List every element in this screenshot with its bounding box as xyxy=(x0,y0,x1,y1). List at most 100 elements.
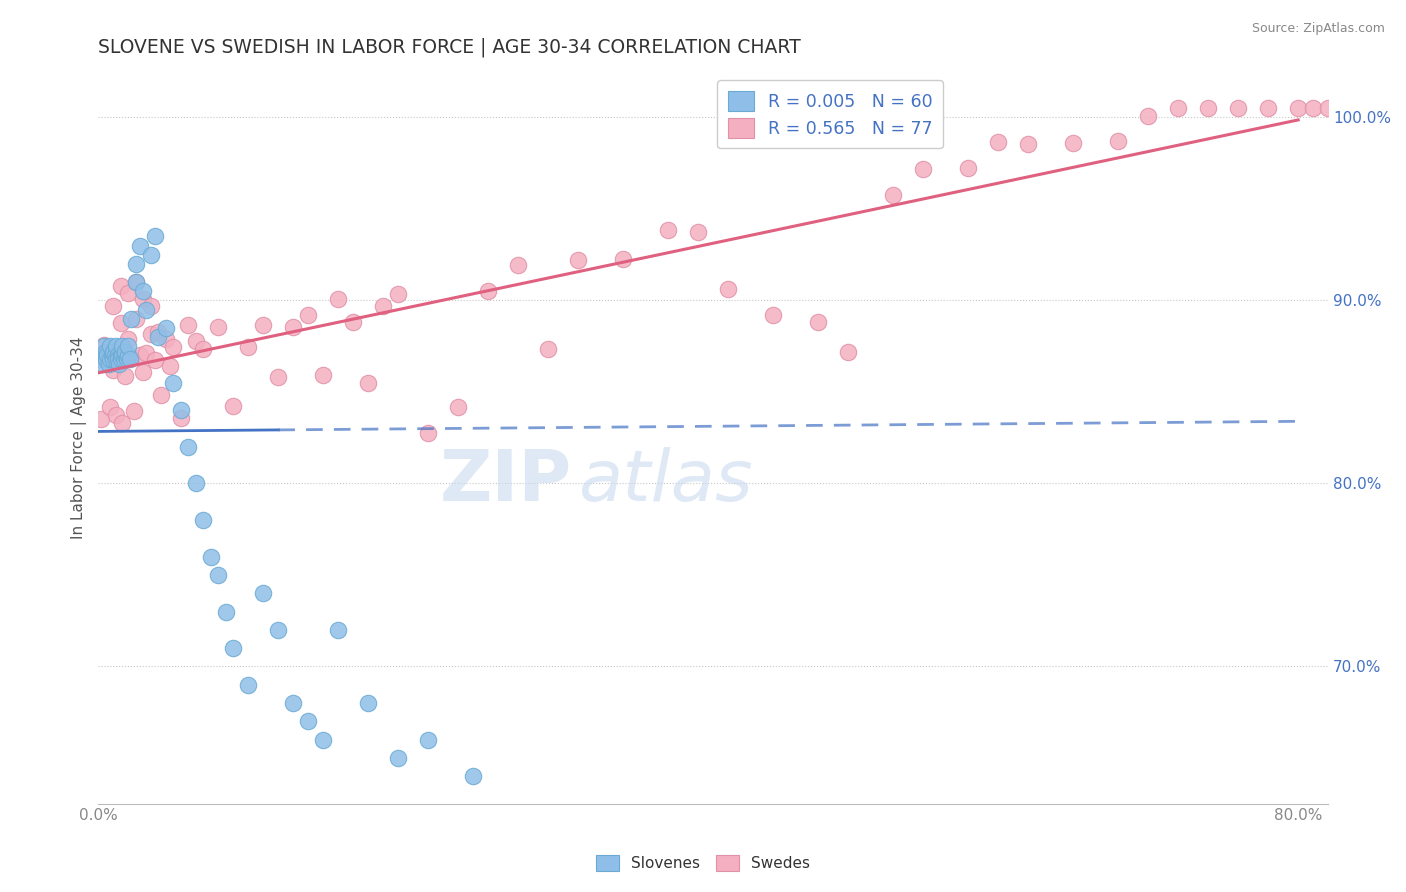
Point xyxy=(108,358,131,372)
Point xyxy=(117,332,139,346)
Point xyxy=(125,312,148,326)
Point xyxy=(252,318,274,333)
Point xyxy=(1062,136,1084,150)
Point xyxy=(463,769,485,783)
Point xyxy=(105,339,128,353)
Point xyxy=(114,348,136,362)
Point xyxy=(957,161,980,175)
Point xyxy=(96,348,118,362)
Point xyxy=(807,315,830,329)
Point xyxy=(96,346,118,360)
Point xyxy=(139,326,162,341)
Point xyxy=(170,411,193,425)
Point xyxy=(882,187,904,202)
Point xyxy=(94,351,117,366)
Point xyxy=(108,352,131,367)
Text: ZIP: ZIP xyxy=(440,447,572,516)
Point xyxy=(162,376,184,390)
Point xyxy=(125,257,148,271)
Point xyxy=(124,404,146,418)
Point xyxy=(150,388,173,402)
Point xyxy=(1317,101,1340,115)
Legend: R = 0.005   N = 60, R = 0.565   N = 77: R = 0.005 N = 60, R = 0.565 N = 77 xyxy=(717,80,943,148)
Point xyxy=(1107,135,1129,149)
Point xyxy=(184,476,207,491)
Point xyxy=(114,369,136,384)
Point xyxy=(103,299,125,313)
Legend: Slovenes, Swedes: Slovenes, Swedes xyxy=(591,849,815,877)
Point xyxy=(90,348,112,362)
Point xyxy=(267,623,290,637)
Point xyxy=(93,339,115,353)
Point xyxy=(101,348,124,362)
Point xyxy=(98,401,121,415)
Point xyxy=(132,285,155,299)
Point xyxy=(447,401,470,415)
Point xyxy=(111,416,134,430)
Point xyxy=(477,284,499,298)
Point xyxy=(1302,101,1324,115)
Point xyxy=(418,732,440,747)
Point xyxy=(103,363,125,377)
Point xyxy=(283,320,305,334)
Point xyxy=(94,344,117,359)
Point xyxy=(148,325,170,339)
Point xyxy=(1227,101,1250,115)
Point xyxy=(267,369,290,384)
Point xyxy=(129,238,152,252)
Point xyxy=(111,339,134,353)
Point xyxy=(987,136,1010,150)
Point xyxy=(120,350,142,364)
Point xyxy=(207,320,229,334)
Point xyxy=(125,275,148,289)
Point xyxy=(177,318,200,332)
Point xyxy=(688,225,710,239)
Point xyxy=(117,286,139,301)
Point xyxy=(110,316,132,330)
Point xyxy=(93,338,115,352)
Point xyxy=(170,403,193,417)
Point xyxy=(762,308,785,322)
Point xyxy=(110,351,132,366)
Point xyxy=(207,568,229,582)
Point xyxy=(98,339,121,353)
Point xyxy=(537,343,560,357)
Point xyxy=(912,162,935,177)
Point xyxy=(328,292,350,306)
Point xyxy=(200,549,222,564)
Point xyxy=(132,292,155,306)
Point xyxy=(104,348,127,362)
Point xyxy=(184,334,207,349)
Point xyxy=(117,348,139,362)
Point xyxy=(283,696,305,710)
Point xyxy=(1286,101,1309,115)
Point xyxy=(657,222,679,236)
Point xyxy=(159,359,181,373)
Point xyxy=(155,332,177,346)
Point xyxy=(107,348,129,362)
Point xyxy=(135,302,157,317)
Point xyxy=(342,315,364,329)
Point xyxy=(1017,137,1039,152)
Point xyxy=(105,351,128,366)
Point xyxy=(148,330,170,344)
Point xyxy=(238,678,260,692)
Point xyxy=(837,344,859,359)
Point xyxy=(612,252,634,266)
Point xyxy=(387,751,409,765)
Point xyxy=(139,299,162,313)
Point xyxy=(193,513,215,527)
Point xyxy=(297,308,319,322)
Point xyxy=(97,358,120,372)
Point xyxy=(1331,101,1354,115)
Point xyxy=(110,348,132,362)
Point xyxy=(139,248,162,262)
Point xyxy=(1347,101,1369,115)
Point xyxy=(312,732,335,747)
Point xyxy=(162,340,184,354)
Point xyxy=(508,258,530,272)
Point xyxy=(387,286,409,301)
Text: SLOVENE VS SWEDISH IN LABOR FORCE | AGE 30-34 CORRELATION CHART: SLOVENE VS SWEDISH IN LABOR FORCE | AGE … xyxy=(98,37,801,57)
Point xyxy=(115,351,138,366)
Point xyxy=(125,276,148,290)
